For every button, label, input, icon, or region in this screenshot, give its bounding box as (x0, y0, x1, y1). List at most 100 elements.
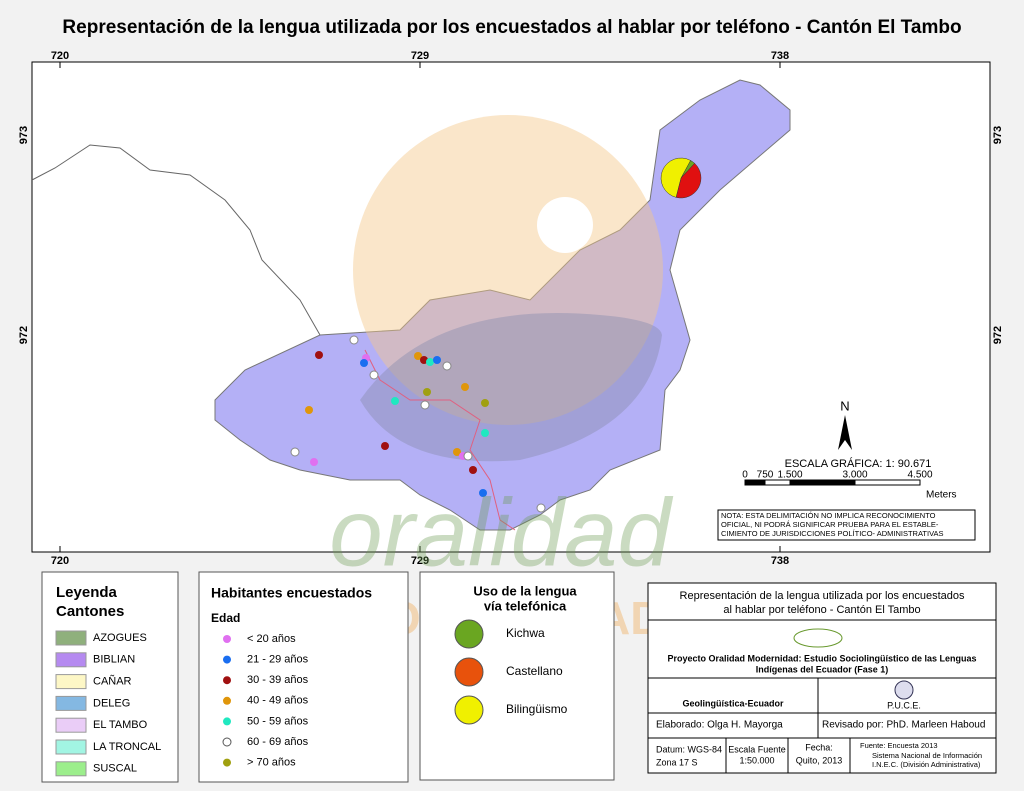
scale-title: ESCALA GRÁFICA: 1: 90.671 (785, 457, 932, 470)
fuente: Sistema Nacional de Información (872, 751, 982, 760)
legend-subtitle: Edad (211, 611, 240, 625)
north-label: N (840, 398, 849, 413)
legend-dot (223, 717, 231, 726)
river (364, 349, 516, 531)
respondent-dot (481, 399, 489, 407)
respondent-dot (381, 442, 389, 450)
legend-label: 40 - 49 años (247, 695, 309, 707)
legend-dot (222, 737, 232, 747)
watermark-hole (537, 197, 593, 253)
grid-label: 738 (771, 50, 789, 62)
scale-label: 3.000 (842, 470, 867, 481)
legend-label: > 70 años (247, 757, 296, 769)
respondent-dot (461, 383, 469, 391)
grid-label: 973 (18, 126, 30, 144)
legend-label: CAÑAR (93, 675, 132, 688)
pie-slice (660, 157, 691, 198)
datum: Zona 17 S (656, 757, 698, 767)
legend-title: Leyenda (56, 584, 118, 601)
grid-label: 720 (51, 50, 69, 62)
grid-label: 738 (771, 555, 789, 567)
legend-label: AZOGUES (93, 632, 147, 644)
grid-label: 729 (411, 50, 429, 62)
title: Representación de la lengua utilizada po… (62, 17, 961, 38)
datum: Datum: WGS-84 (656, 744, 722, 754)
legend-label: EL TAMBO (93, 719, 148, 731)
note-line: CIMIENTO DE JURISDICCIONES POLÍTICO- ADM… (721, 529, 944, 538)
revisado: Revisado por: PhD. Marleen Haboud (822, 720, 985, 731)
org: P.U.C.E. (887, 700, 921, 710)
legend-swatch (55, 761, 87, 777)
legend-circle (454, 695, 484, 725)
fuente: Fuente: Encuesta 2013 (860, 741, 938, 750)
heading: Representación de la lengua utilizada po… (680, 590, 965, 602)
respondent-dot (442, 361, 452, 371)
scale-segment (764, 479, 791, 486)
legend-dot (223, 635, 231, 643)
scale-segment (789, 479, 856, 486)
respondent-dot (360, 359, 368, 367)
grid-label: 729 (411, 555, 429, 567)
respondent-dot (290, 447, 300, 457)
logo (894, 680, 914, 700)
grid-label: 720 (51, 555, 69, 567)
legend-dot (223, 676, 231, 685)
legend-label: 30 - 39 años (247, 674, 309, 686)
pie-slice (675, 163, 702, 199)
scale-label: 1.500 (777, 470, 802, 481)
legend-label: 21 - 29 años (247, 654, 309, 666)
legend-title: Uso de la lengua (473, 583, 577, 598)
legend-title: vía telefónica (484, 598, 567, 613)
scale-unit: Meters (926, 490, 957, 501)
note-line: OFICIAL, NI PODRÁ SIGNIFICAR PRUEBA PARA… (721, 520, 939, 529)
fecha: Quito, 2013 (796, 755, 843, 765)
legend-label: DELEG (93, 697, 130, 709)
respondent-dot (391, 397, 399, 405)
legend-dot (223, 655, 231, 664)
legend-habitantes (198, 571, 409, 783)
legend-swatch (55, 717, 87, 733)
watermark-shade (360, 313, 662, 462)
grid-label: 972 (992, 326, 1004, 344)
legend-dot (223, 696, 231, 705)
respondent-dot (369, 370, 379, 380)
legend-swatch (55, 652, 87, 668)
legend-swatch (55, 630, 87, 646)
legend-dot (223, 758, 231, 767)
legend-swatch (55, 674, 87, 690)
respondent-dot (310, 458, 318, 466)
grid-label: 973 (992, 126, 1004, 144)
respondent-dot (481, 429, 489, 437)
heading: al hablar por teléfono - Cantón El Tambo (723, 604, 920, 616)
legend-title: Habitantes encuestados (211, 585, 372, 601)
respondent-dot (414, 352, 422, 360)
fuente: I.N.E.C. (División Administrativa) (872, 760, 981, 769)
escala: 1:50.000 (739, 755, 774, 765)
legend-label: LA TRONCAL (93, 741, 161, 753)
scale-segment (744, 479, 766, 486)
title-block: Representación de la lengua utilizada po… (647, 582, 997, 774)
legend-circle (454, 619, 484, 649)
elaborado: Elaborado: Olga H. Mayorga (656, 720, 783, 731)
respondent-dot (315, 351, 323, 359)
legend-swatch (55, 739, 87, 755)
fecha: Fecha: (805, 742, 833, 752)
legend-label: BIBLIAN (93, 654, 135, 666)
watermark-script: oralidad (329, 479, 673, 586)
legend-lengua (419, 571, 615, 781)
respondent-dot (426, 358, 434, 366)
legend-label: SUSCAL (93, 763, 137, 775)
respondent-dot (423, 388, 431, 396)
grid-label: 972 (18, 326, 30, 344)
respondent-dot (349, 335, 359, 345)
escala: Escala Fuente (728, 744, 786, 754)
logo (793, 628, 843, 648)
legend-label: Kichwa (506, 626, 545, 640)
respondent-dot (463, 451, 473, 461)
note-box (717, 509, 976, 541)
respondent-dot (479, 489, 487, 497)
legend-label: 50 - 59 años (247, 715, 309, 727)
legend-label: Bilingüismo (506, 702, 568, 716)
project: Indígenas del Ecuador (Fase 1) (756, 664, 889, 674)
